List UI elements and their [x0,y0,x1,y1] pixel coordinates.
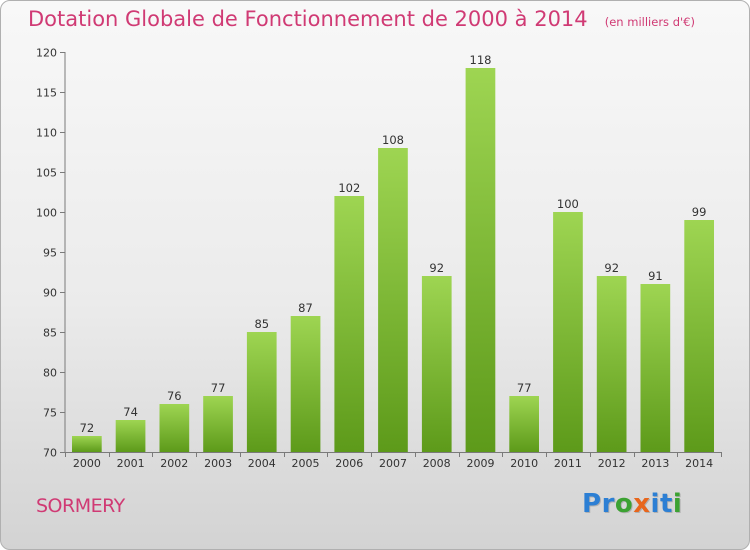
data-label-2000: 72 [80,421,95,435]
x-tick-label: 2000 [73,457,101,470]
y-tick-label: 75 [43,407,57,420]
x-tick-label: 2014 [685,457,713,470]
commune-name: SORMERY [36,495,125,517]
data-label-2006: 102 [338,181,360,195]
brand-logo-letter: i [672,489,683,519]
y-axis: 70 75 80 85 90 95 100 105 110 115 120 [36,47,66,460]
data-label-2011: 100 [557,197,579,211]
y-tick-label: 110 [36,127,57,140]
bar-2014 [684,220,714,452]
data-label-2013: 91 [648,269,663,283]
data-labels-group: 72 74 76 77 85 87 102 108 92 118 77 100 92 91 99 [80,53,707,435]
data-label-2005: 87 [298,301,313,315]
bar-2011 [553,212,583,452]
brand-logo-letter: x [633,489,651,519]
bar-2006 [334,196,365,452]
brand-logo-letter: i [650,489,660,519]
chart-title: Dotation Globale de Fonctionnement de 20… [28,7,588,31]
data-label-2009: 118 [470,53,492,67]
bar-2012 [596,276,627,452]
data-label-2002: 76 [167,389,182,403]
data-label-2010: 77 [517,381,532,395]
data-label-2001: 74 [123,405,138,419]
y-tick-label: 105 [36,167,57,180]
y-tick-label: 115 [36,87,57,100]
bar-2003 [203,396,233,452]
chart-unit: (en milliers d'€) [604,15,695,29]
data-label-2012: 92 [604,261,619,275]
x-tick-label: 2008 [423,457,451,470]
brand-logo-letter: t [659,489,673,519]
x-tick-label: 2013 [641,457,669,470]
y-tick-label: 70 [43,447,57,460]
bar-2005 [290,316,321,452]
x-tick-label: 2012 [598,457,626,470]
data-label-2007: 108 [382,133,404,147]
x-axis: 2000 2001 2002 2003 2004 2005 2006 2007 2008 2009… [65,452,722,470]
brand-logo-letter: o [614,489,634,519]
x-tick-label: 2005 [292,457,320,470]
x-tick-label: 2002 [160,457,188,470]
bar-2008 [421,276,452,452]
x-tick-label: 2003 [204,457,232,470]
bar-2004 [246,332,277,452]
data-label-2004: 85 [254,317,269,331]
title-row: Dotation Globale de Fonctionnement de 20… [28,7,695,31]
x-tick-label: 2006 [335,457,363,470]
bar-2001 [115,420,146,452]
data-label-2008: 92 [429,261,444,275]
bars-group [72,68,714,452]
bar-2002 [159,404,190,452]
x-tick-label: 2001 [117,457,145,470]
x-tick-label: 2007 [379,457,407,470]
y-tick-label: 85 [43,327,57,340]
brand-logo: Proxiti [582,489,682,519]
data-label-2014: 99 [692,205,707,219]
bar-2000 [72,436,102,452]
brand-logo-letter: P [582,489,602,519]
x-tick-label: 2010 [510,457,538,470]
x-tick-label: 2009 [467,457,495,470]
bar-2009 [465,68,496,452]
bar-2007 [378,148,408,452]
y-tick-label: 120 [36,47,57,60]
bar-2010 [509,396,539,452]
x-tick-label: 2004 [248,457,276,470]
y-tick-label: 80 [43,367,57,380]
brand-logo-letter: r [601,489,615,519]
y-tick-label: 95 [43,247,57,260]
data-label-2003: 77 [211,381,226,395]
x-tick-label: 2011 [554,457,582,470]
y-tick-label: 100 [36,207,57,220]
bar-2013 [640,284,671,452]
y-tick-label: 90 [43,287,57,300]
